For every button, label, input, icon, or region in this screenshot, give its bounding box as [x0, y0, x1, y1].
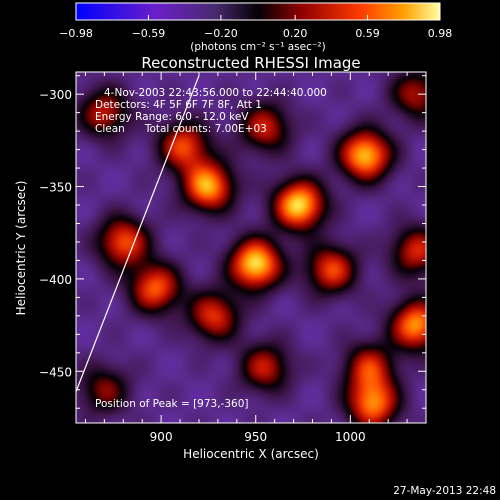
plot-area: 900 950 1000 −300 −350 −400 −450 — [39, 71, 427, 444]
y-tick-label: −400 — [39, 273, 72, 287]
plot-frame — [75, 71, 427, 424]
colorbar-ticks: −0.98 −0.59 −0.20 0.20 0.59 0.98 — [59, 15, 452, 40]
x-axis-label: Heliocentric X (arcsec) — [183, 447, 319, 461]
y-tick-label: −450 — [39, 365, 72, 379]
solar-limb-line — [76, 75, 200, 392]
peak-position-label: Position of Peak = [973,-360] — [95, 398, 249, 410]
x-tick-label: 900 — [150, 430, 173, 444]
colorbar: −0.98 −0.59 −0.20 0.20 0.59 0.98 (photons cm⁻… — [59, 2, 452, 53]
annotation-clean-counts: Clean Total counts: 7.00E+03 — [95, 123, 267, 135]
annotation-time-range: 4-Nov-2003 22:43:56.000 to 22:44:40.000 — [104, 87, 327, 99]
colorbar-tick-label: −0.20 — [204, 27, 238, 40]
heatmap-image — [76, 72, 426, 423]
annotation-detectors: Detectors: 4F 5F 6F 7F 8F, Att 1 — [95, 99, 262, 111]
chart-title: Reconstructed RHESSI Image — [141, 54, 360, 72]
x-tick-label: 1000 — [335, 430, 366, 444]
colorbar-gradient — [75, 2, 441, 21]
colorbar-tick-label: 0.59 — [355, 27, 380, 40]
colorbar-tick-label: −0.59 — [132, 27, 166, 40]
x-tick-label: 950 — [244, 430, 267, 444]
colorbar-tick-label: −0.98 — [59, 27, 93, 40]
y-tick-label: −300 — [39, 88, 72, 102]
colorbar-unit-label: (photons cm⁻² s⁻¹ asec⁻²) — [190, 41, 325, 53]
colorbar-tick-label: 0.20 — [283, 27, 308, 40]
y-axis-label: Heliocentric Y (arcsec) — [14, 181, 28, 316]
annotation-energy-range: Energy Range: 6.0 - 12.0 keV — [95, 111, 249, 123]
y-tick-label: −350 — [39, 181, 72, 195]
annotation-block: 4-Nov-2003 22:43:56.000 to 22:44:40.000 … — [95, 87, 327, 135]
axis-ticks: 900 950 1000 −300 −350 −400 −450 — [39, 72, 427, 444]
colorbar-tick-label: 0.98 — [428, 27, 453, 40]
footer-timestamp: 27-May-2013 22:48 — [393, 485, 496, 497]
